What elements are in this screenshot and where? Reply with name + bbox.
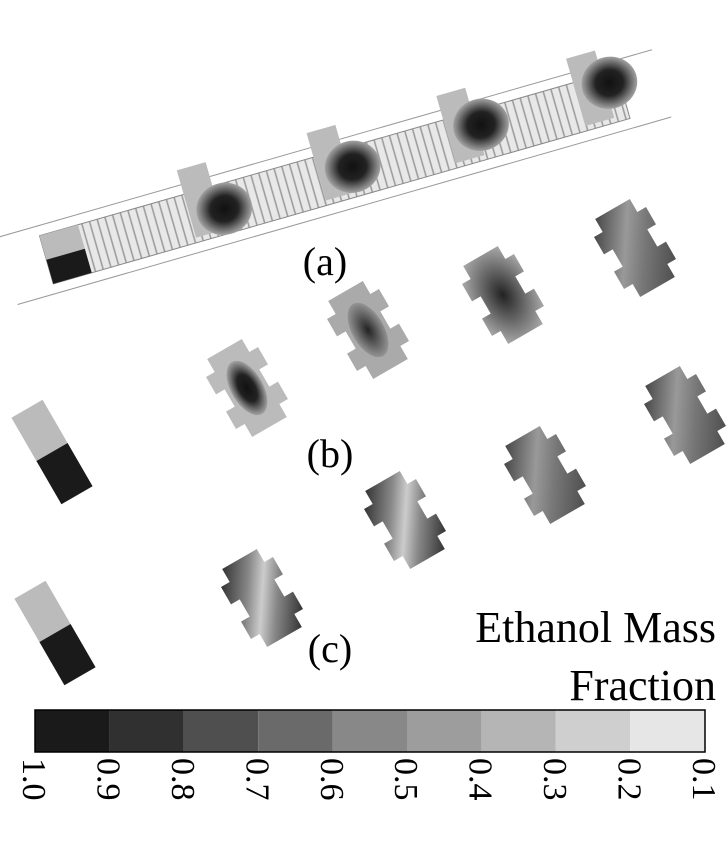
colorbar-tick-label: 0.8 <box>164 758 201 801</box>
colorbar-tick-label: 0.3 <box>536 758 573 801</box>
colorbar-tick-label: 0.7 <box>238 758 275 801</box>
colorbar-tick-label: 0.9 <box>89 758 126 801</box>
panel-c <box>14 466 454 686</box>
colorbar-tick-label: 0.2 <box>611 758 648 801</box>
channel <box>0 49 672 305</box>
panel-label: (b) <box>307 431 354 476</box>
panel-b <box>11 194 726 529</box>
legend-title: Ethanol Mass <box>475 603 716 652</box>
colorbar-tick-label: 0.6 <box>313 758 350 801</box>
colorbar-tick-label: 0.1 <box>685 758 722 801</box>
colorbar-tick-label: 0.4 <box>462 758 499 801</box>
colorbar <box>34 709 706 753</box>
panel-label: (c) <box>308 626 352 671</box>
colorbar-tick-label: 0.5 <box>387 758 424 801</box>
panel-label: (a) <box>303 239 347 284</box>
colorbar-tick-label: 1.0 <box>15 758 52 801</box>
legend-title: Fraction <box>569 661 716 710</box>
